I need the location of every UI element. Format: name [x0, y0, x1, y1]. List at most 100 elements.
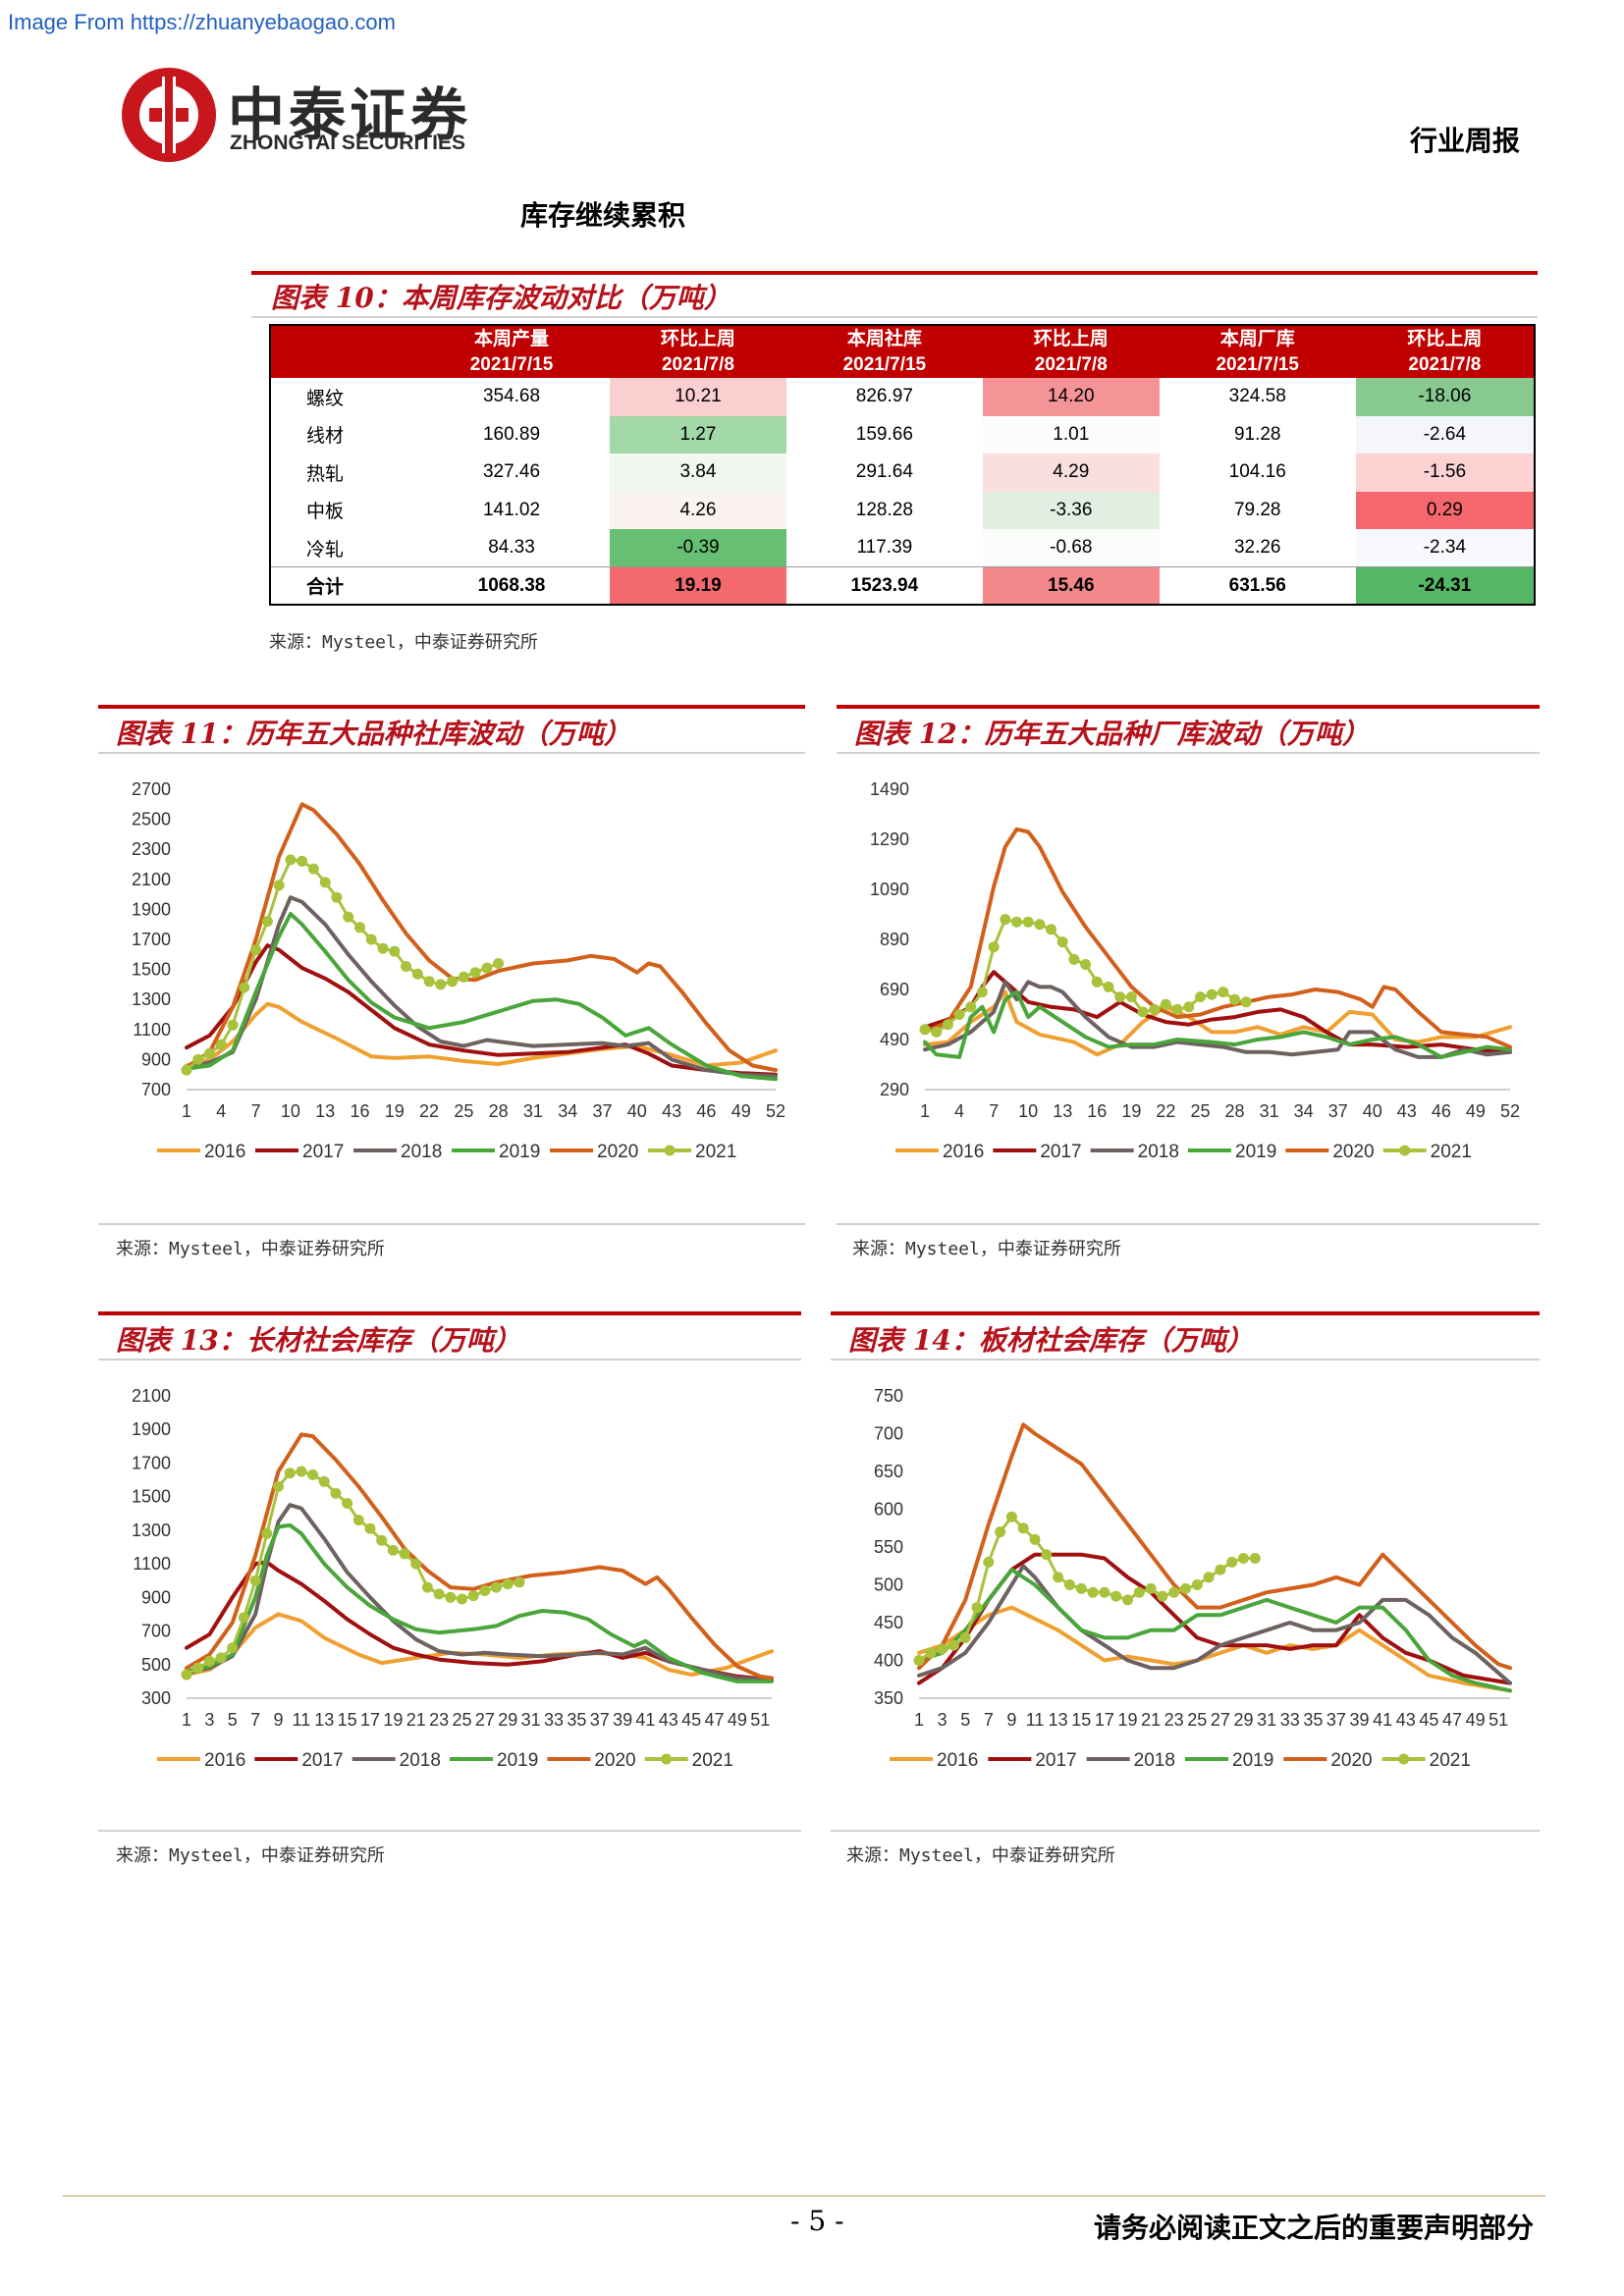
x-tick-label: 45	[1419, 1710, 1438, 1730]
table-cell: 0.29	[1355, 491, 1535, 529]
series-line-2018	[185, 895, 778, 1079]
table-cell: 1.27	[610, 415, 786, 454]
table-cell: 117.39	[856, 537, 913, 558]
series-line-2019	[185, 1522, 774, 1683]
y-tick-label: 900	[141, 1049, 171, 1069]
y-tick-label: 2100	[132, 1386, 171, 1406]
legend-label-2020: 2020	[1330, 1750, 1372, 1771]
x-tick-label: 1	[920, 1101, 930, 1121]
fig13-title-rule	[98, 1359, 801, 1361]
x-tick-label: 31	[521, 1710, 541, 1730]
table-cell: 4.29	[982, 454, 1160, 492]
y-tick-label: 2700	[132, 779, 171, 799]
y-tick-label: 1290	[870, 829, 909, 849]
point-2021	[1017, 1522, 1029, 1534]
point-2021	[937, 1643, 948, 1655]
point-2021	[1238, 1553, 1249, 1564]
y-tick-label: 2300	[132, 839, 171, 859]
point-2021	[1110, 1590, 1122, 1602]
legend-label-2018: 2018	[401, 1142, 442, 1162]
x-tick-label: 43	[1396, 1710, 1416, 1730]
point-2021	[1229, 993, 1240, 1005]
x-tick-label: 29	[498, 1710, 517, 1730]
series-line-2017	[923, 970, 1512, 1054]
point-2021	[457, 1593, 467, 1605]
fig11-source: 来源：Mysteel，中泰证券研究所	[116, 1239, 385, 1259]
series-line-2017	[185, 943, 778, 1077]
table-top-rule	[251, 271, 1538, 275]
header-line1: 本周产量	[473, 328, 549, 349]
point-2021	[919, 1024, 931, 1036]
x-tick-label: 28	[1225, 1101, 1245, 1121]
point-2021	[377, 942, 389, 954]
fig13-title: 图表 13：长材社会库存（万吨）	[116, 1324, 521, 1357]
fig11-title: 图表 11：历年五大品种社库波动（万吨）	[116, 718, 631, 750]
x-tick-label: 3	[204, 1710, 214, 1730]
report-type: 行业周报	[1409, 125, 1520, 157]
x-tick-label: 9	[1006, 1710, 1016, 1730]
x-tick-label: 15	[338, 1710, 357, 1730]
y-tick-label: 1500	[132, 960, 171, 980]
point-2021	[1041, 1549, 1053, 1561]
x-tick-label: 17	[360, 1710, 380, 1730]
point-2021	[1249, 1553, 1261, 1564]
legend-label-2017: 2017	[1040, 1142, 1081, 1162]
fig12-chart: 1490 1290 1090 890 690 490 290 1 4 7 10 13 16 19 22 25 2…	[870, 779, 1520, 1162]
point-2021	[1000, 914, 1011, 926]
series-line-2019	[917, 1568, 1512, 1693]
series-line-2021	[185, 858, 501, 1072]
x-tick-label: 47	[1442, 1710, 1462, 1730]
y-tick-label: 300	[141, 1688, 171, 1708]
table-cell: 1068.38	[413, 566, 610, 605]
y-tick-label: 1300	[132, 1521, 171, 1540]
x-tick-label: 5	[960, 1710, 970, 1730]
point-2021	[1011, 916, 1022, 928]
point-2021	[1114, 991, 1126, 1003]
x-tick-label: 17	[1095, 1710, 1114, 1730]
x-tick-label: 13	[1049, 1710, 1068, 1730]
point-2021	[285, 854, 297, 866]
x-tick-label: 13	[314, 1710, 334, 1730]
point-2021	[389, 945, 401, 957]
x-tick-label: 37	[593, 1101, 613, 1121]
point-2021	[181, 1064, 192, 1076]
inventory-table: 本周产量 2021/7/15 环比上周 2021/7/8 本周社库 2021/7/15…	[269, 324, 1536, 606]
x-tick-label: 5	[228, 1710, 238, 1730]
point-2021	[1171, 1003, 1183, 1015]
x-tick-label: 15	[1071, 1710, 1091, 1730]
y-tick-label: 550	[874, 1537, 903, 1557]
legend-label-2016: 2016	[937, 1750, 978, 1771]
y-tick-label: 1100	[133, 1020, 171, 1040]
point-2021	[925, 1647, 937, 1659]
y-tick-label: 1900	[132, 899, 171, 919]
table-title: 图表 10：本周库存波动对比（万吨）	[271, 282, 731, 314]
x-tick-label: 40	[627, 1101, 647, 1121]
x-tick-label: 22	[1156, 1101, 1175, 1121]
point-2021	[376, 1534, 388, 1546]
point-2021	[238, 1612, 249, 1624]
x-tick-label: 52	[766, 1101, 785, 1121]
series-line-2016	[185, 1001, 778, 1068]
x-tick-label: 49	[1466, 1710, 1486, 1730]
x-tick-label: 7	[984, 1710, 994, 1730]
point-2021	[1022, 916, 1034, 928]
point-2021	[307, 1468, 318, 1480]
row-label: 热轧	[306, 462, 345, 485]
point-2021	[250, 944, 262, 956]
x-tick-label: 46	[1432, 1101, 1451, 1121]
legend-label-2018: 2018	[1138, 1142, 1179, 1162]
point-2021	[227, 1019, 239, 1031]
x-tick-label: 41	[1373, 1710, 1392, 1730]
point-2021	[1168, 1586, 1180, 1598]
fig13-source: 来源：Mysteel，中泰证券研究所	[116, 1845, 385, 1866]
table-header-row: 本周产量 2021/7/15 环比上周 2021/7/8 本周社库 2021/7/15…	[270, 325, 1535, 378]
legend-label-2020: 2020	[594, 1750, 635, 1771]
point-2021	[502, 1578, 514, 1590]
fig11-title-rule	[98, 752, 805, 754]
row-label: 中板	[306, 501, 345, 523]
table-cell: 128.28	[855, 499, 913, 520]
legend-label-2020: 2020	[1332, 1142, 1374, 1162]
point-2021	[953, 1009, 965, 1020]
point-2021	[1149, 1003, 1161, 1015]
